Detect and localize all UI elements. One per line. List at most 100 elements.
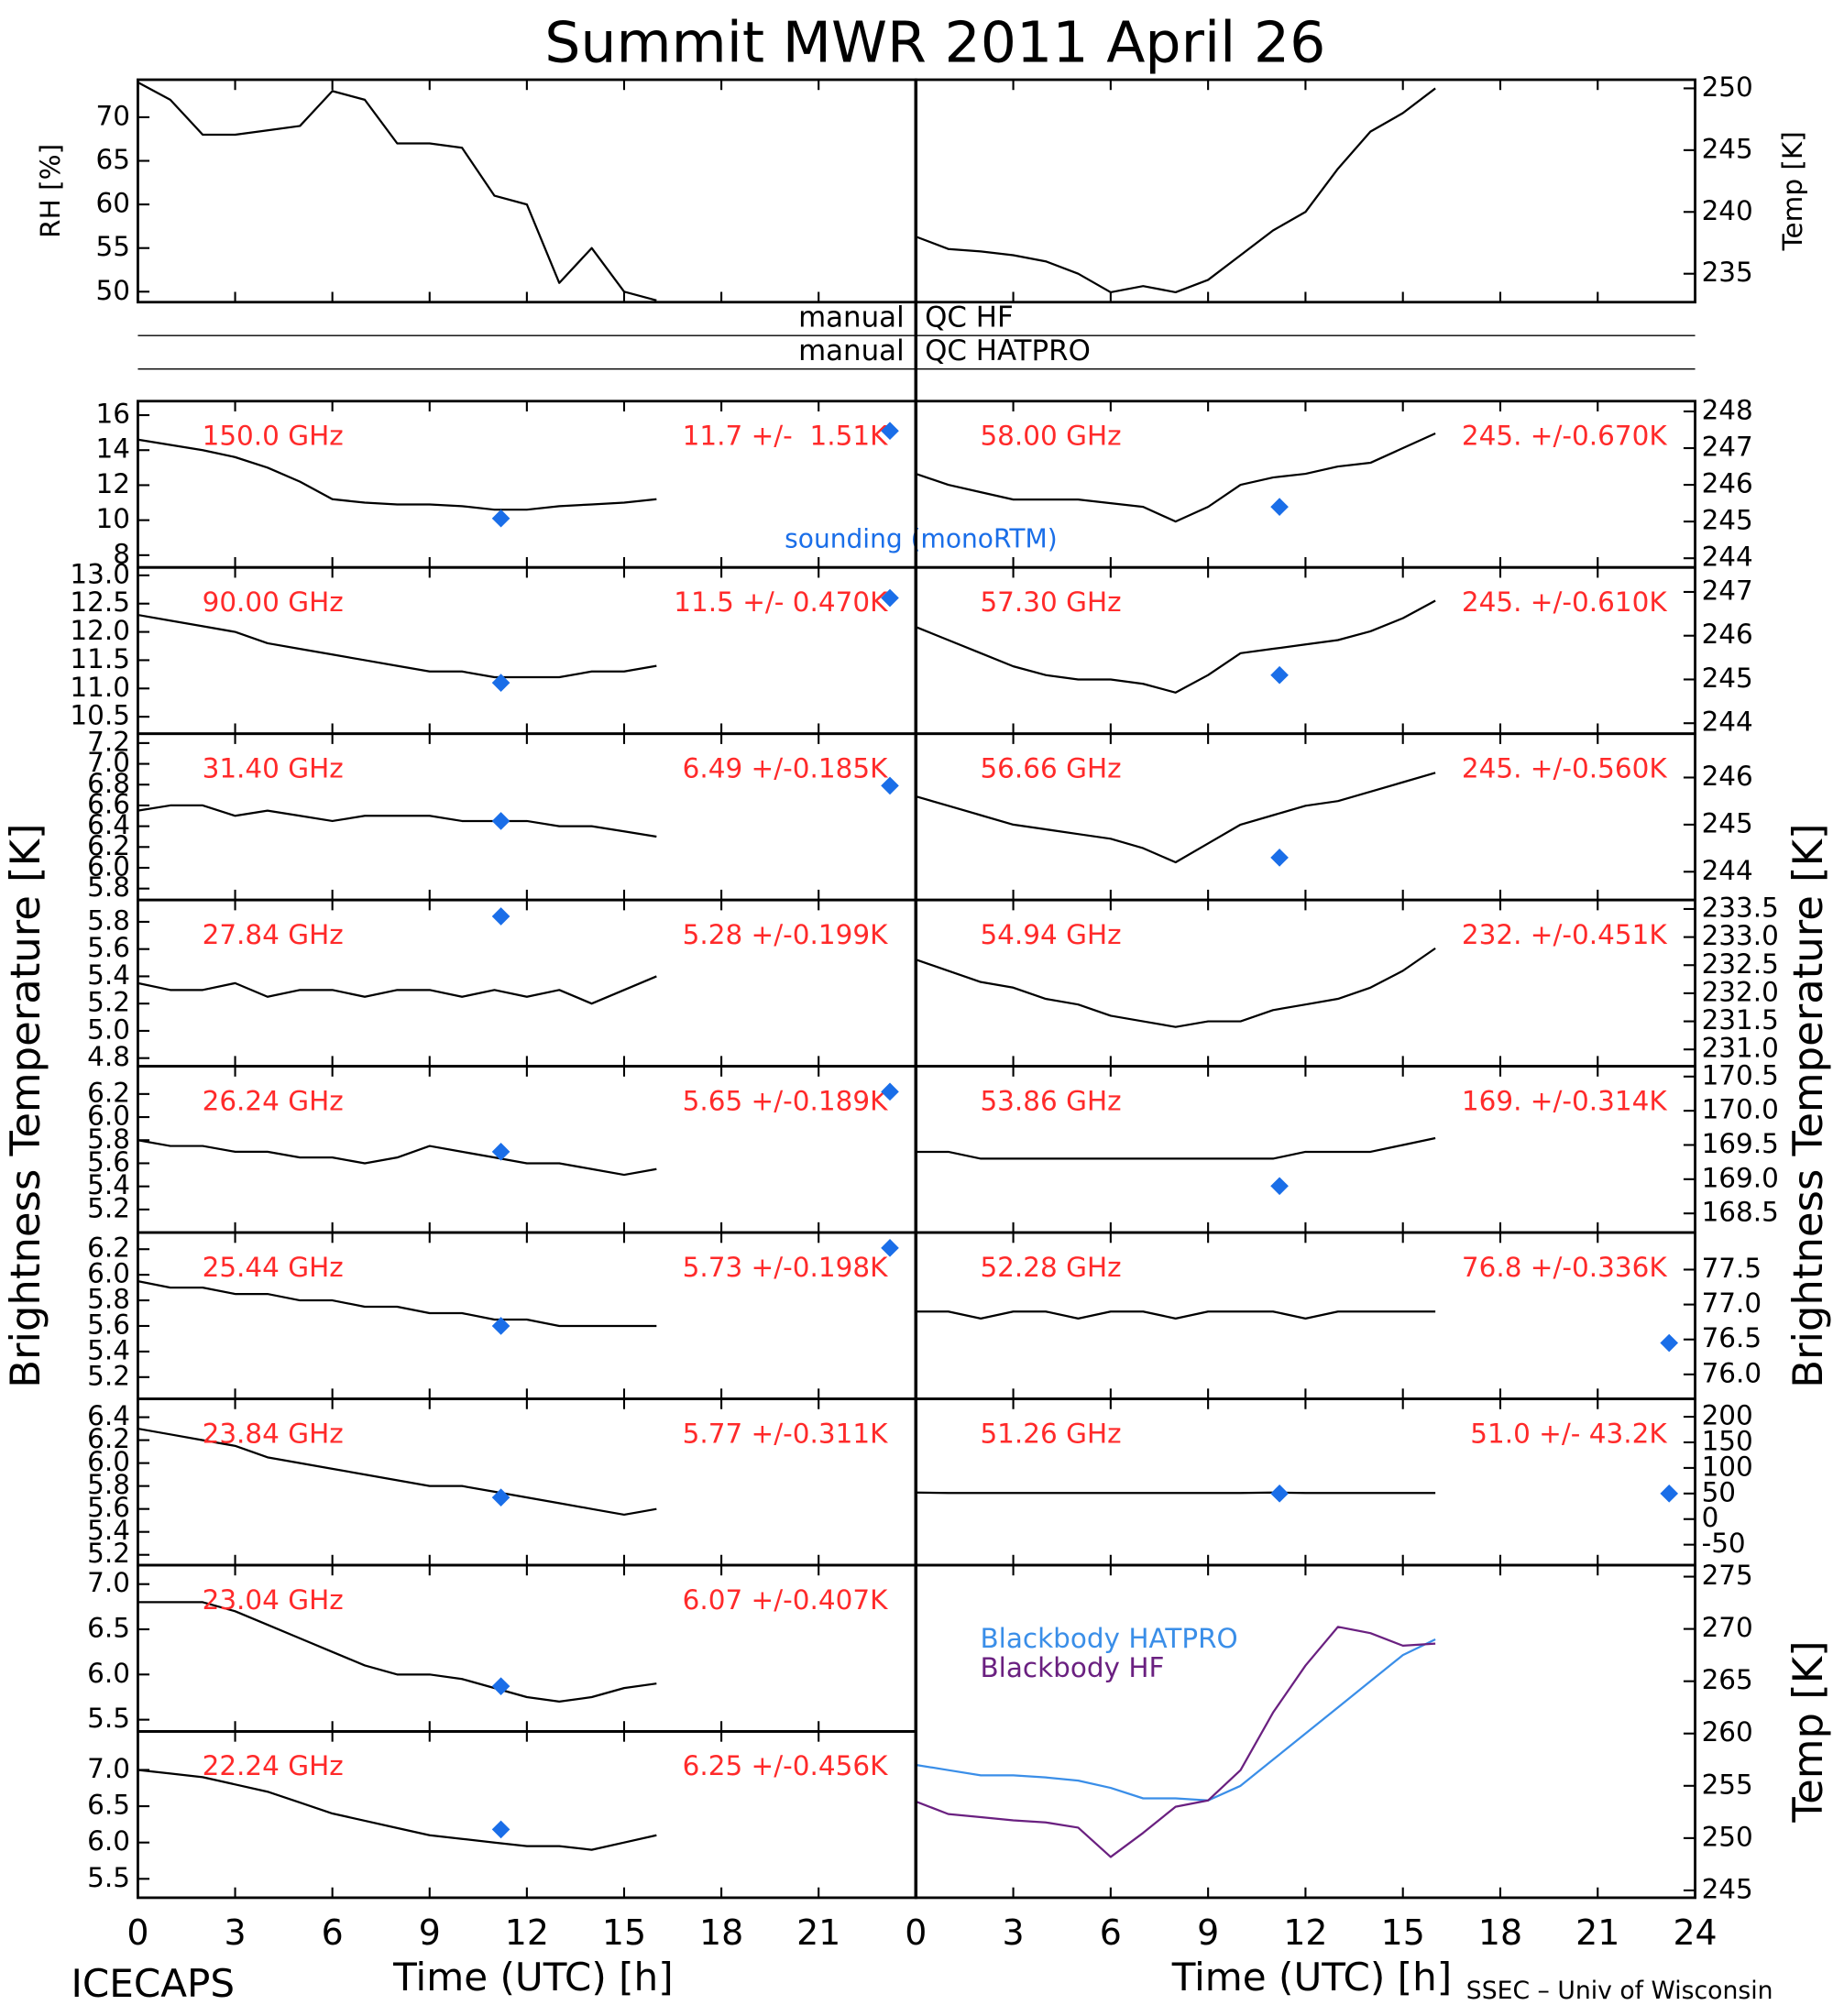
x-tick-label: 0 — [905, 1912, 927, 1953]
y-tick-label: 5.2 — [87, 1192, 130, 1223]
sounding-marker — [491, 674, 510, 692]
y-tick-label: 232.0 — [1702, 976, 1779, 1007]
y-tick-label: 50 — [1702, 1476, 1736, 1507]
channel-label: 23.04 GHz — [203, 1584, 344, 1616]
y-tick-label: 5.8 — [87, 1469, 130, 1500]
y-tick-label: 5.8 — [87, 1123, 130, 1155]
y-tick-label: 170.0 — [1702, 1094, 1779, 1125]
y-tick-label: 5.2 — [87, 1360, 130, 1391]
channel-label: 150.0 GHz — [203, 421, 344, 452]
y-tick-label: 76.0 — [1702, 1357, 1762, 1388]
x-tick-label: 15 — [1381, 1912, 1425, 1953]
qc-label: manual — [798, 301, 905, 334]
y-tick-label: 6.0 — [87, 1658, 130, 1689]
y-tick-label: 260 — [1702, 1716, 1753, 1748]
y-tick-label: 169.0 — [1702, 1162, 1779, 1193]
y-tick-label: 4.8 — [87, 1041, 130, 1072]
channel-stats: 76.8 +/-0.336K — [1462, 1252, 1667, 1283]
y-tick-label: 247 — [1702, 432, 1753, 463]
sounding-marker — [491, 907, 510, 926]
sounding-marker — [1270, 849, 1289, 867]
data-line — [915, 87, 1436, 294]
y-tick-label: 55 — [96, 231, 130, 262]
y-tick-label: 246 — [1702, 468, 1753, 499]
x-tick-label: 21 — [796, 1912, 840, 1953]
y-tick-label: 5.2 — [87, 1538, 130, 1569]
y-tick-label: 6.2 — [87, 1233, 130, 1264]
data-line — [915, 1626, 1436, 1858]
data-line — [915, 432, 1436, 523]
y-tick-label: 7.0 — [87, 1567, 130, 1598]
y-tick-label: 6.2 — [87, 1423, 130, 1454]
channel-stats: 5.28 +/-0.199K — [683, 919, 888, 950]
y-tick-label: 6.6 — [87, 788, 130, 819]
y-axis-label: Brightness Temperature [K] — [1, 823, 49, 1387]
y-tick-label: 5.0 — [87, 1013, 130, 1045]
y-tick-label: 270 — [1702, 1612, 1753, 1643]
y-tick-label: 245 — [1702, 663, 1753, 694]
y-tick-label: 6.4 — [87, 1400, 130, 1431]
y-tick-label: 6.0 — [87, 1258, 130, 1289]
y-axis-label: RH [%] — [35, 144, 66, 238]
y-tick-label: 244 — [1702, 855, 1753, 886]
y-tick-label: 246 — [1702, 761, 1753, 792]
data-line — [137, 804, 657, 838]
chart-title: Summit MWR 2011 April 26 — [544, 10, 1325, 76]
sounding-marker — [491, 1317, 510, 1335]
y-tick-label: 200 — [1702, 1400, 1753, 1431]
x-tick-label: 6 — [1100, 1912, 1122, 1953]
y-tick-label: 245 — [1702, 807, 1753, 838]
y-tick-label: 5.8 — [87, 904, 130, 936]
y-tick-label: 250 — [1702, 71, 1753, 103]
channel-label: 27.84 GHz — [203, 919, 344, 950]
channel-stats: 245. +/-0.610K — [1462, 586, 1667, 618]
data-line — [137, 1601, 657, 1704]
channel-label: 22.24 GHz — [203, 1750, 344, 1781]
y-tick-label: 16 — [96, 399, 130, 430]
y-tick-label: 8 — [113, 538, 130, 569]
channel-label: 53.86 GHz — [980, 1085, 1121, 1116]
data-line — [915, 772, 1436, 864]
channel-stats: 6.07 +/-0.407K — [683, 1584, 888, 1616]
data-line — [137, 613, 657, 679]
x-tick-label: 3 — [224, 1912, 246, 1953]
y-tick-label: 5.2 — [87, 987, 130, 1018]
y-tick-label: 5.4 — [87, 1515, 130, 1546]
y-tick-label: 6.5 — [87, 1613, 130, 1644]
data-line — [916, 1491, 1436, 1495]
footer-right: SSEC – Univ of Wisconsin — [1466, 1977, 1773, 2005]
channel-stats: 245. +/-0.670K — [1462, 421, 1667, 452]
y-tick-label: 246 — [1702, 619, 1753, 650]
y-tick-label: 12 — [96, 468, 130, 499]
y-axis-label: Brightness Temperature [K] — [1784, 823, 1832, 1387]
y-tick-label: 5.6 — [87, 1146, 130, 1178]
y-tick-label: 5.6 — [87, 1492, 130, 1523]
y-tick-label: 244 — [1702, 707, 1753, 738]
y-tick-label: 10 — [96, 503, 130, 534]
y-tick-label: 6.0 — [87, 1101, 130, 1132]
y-tick-label: 7.2 — [87, 726, 130, 757]
data-line — [137, 81, 657, 301]
y-tick-label: 5.8 — [87, 871, 130, 903]
x-tick-label: 15 — [602, 1912, 646, 1953]
x-tick-label: 6 — [322, 1912, 344, 1953]
y-tick-label: 245 — [1702, 505, 1753, 536]
channel-label: 23.84 GHz — [203, 1418, 344, 1449]
y-tick-label: 245 — [1702, 1873, 1753, 1904]
sounding-marker — [881, 1238, 899, 1257]
data-line — [137, 975, 657, 1005]
legend-entry: Blackbody HF — [980, 1652, 1164, 1683]
y-tick-label: 14 — [96, 433, 130, 465]
y-axis-label: Temp [K] — [1777, 131, 1808, 251]
y-tick-label: 275 — [1702, 1560, 1753, 1591]
channel-label: 56.66 GHz — [980, 752, 1121, 783]
y-tick-label: 6.0 — [87, 1446, 130, 1477]
x-tick-label: 24 — [1673, 1912, 1717, 1953]
y-tick-label: 11.5 — [70, 643, 130, 674]
x-tick-label: 21 — [1575, 1912, 1619, 1953]
channel-stats: 245. +/-0.560K — [1462, 752, 1667, 783]
channel-stats: 11.7 +/- 1.51K — [683, 421, 888, 452]
sounding-label: sounding (monoRTM) — [785, 523, 1058, 553]
sounding-marker — [881, 588, 899, 608]
